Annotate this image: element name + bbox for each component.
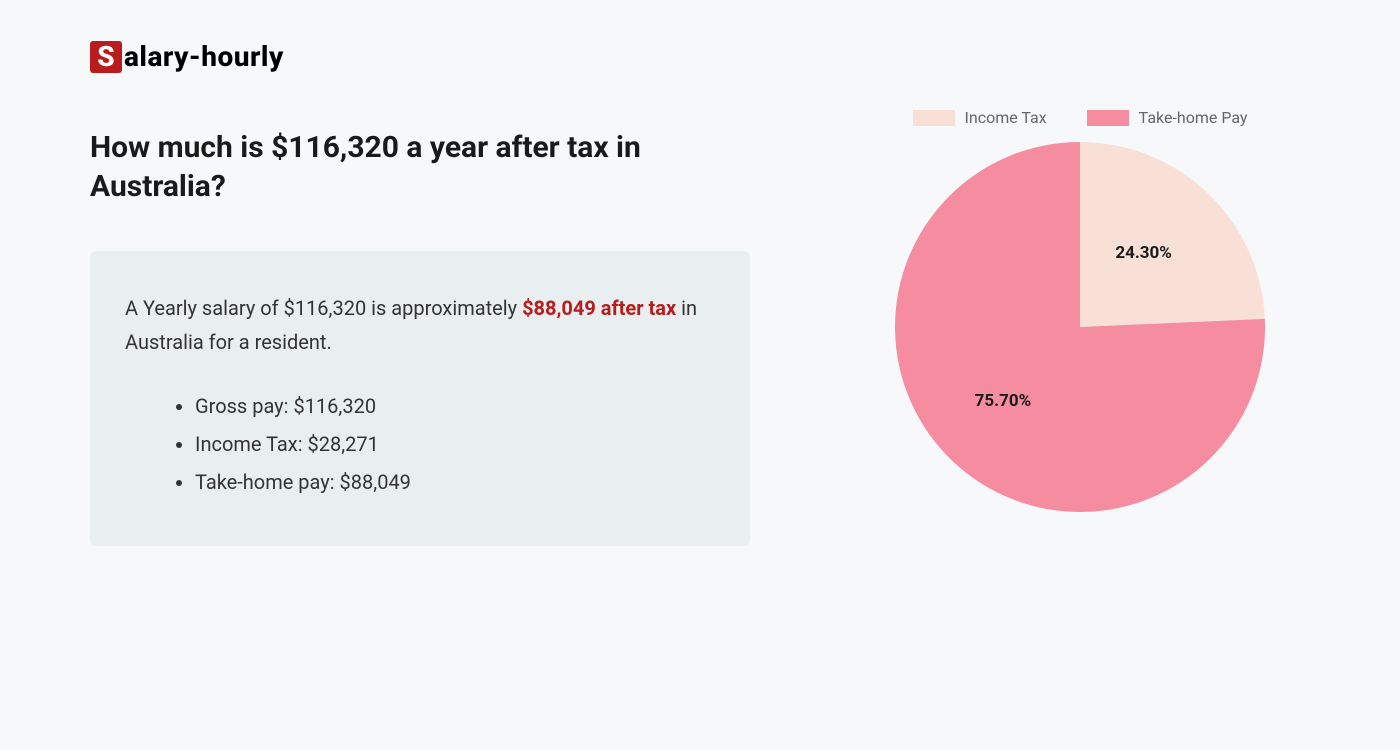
pie-slice [1080,142,1265,327]
summary-box: A Yearly salary of $116,320 is approxima… [90,251,750,546]
summary-sentence: A Yearly salary of $116,320 is approxima… [125,291,715,359]
left-column: How much is $116,320 a year after tax in… [90,128,750,546]
summary-bullets: Gross pay: $116,320 Income Tax: $28,271 … [125,387,715,501]
pie-slice-label: 24.30% [1115,243,1172,263]
legend-item-tax: Income Tax [913,108,1047,127]
bullet-takehome: Take-home pay: $88,049 [195,463,715,501]
legend-swatch-takehome [1087,110,1129,126]
summary-highlight: $88,049 after tax [522,296,676,320]
logo-text: alary-hourly [124,40,284,73]
legend-item-takehome: Take-home Pay [1087,108,1248,127]
main-content: How much is $116,320 a year after tax in… [90,128,1310,546]
pie-chart: 24.30% 75.70% [895,142,1265,512]
bullet-gross: Gross pay: $116,320 [195,387,715,425]
logo-s-badge: S [90,41,122,73]
pie-slice-label: 75.70% [975,391,1032,411]
site-logo: S alary-hourly [90,40,1310,73]
pie-svg [895,142,1265,512]
chart-column: Income Tax Take-home Pay 24.30% 75.70% [870,108,1290,512]
summary-before: A Yearly salary of $116,320 is approxima… [125,296,522,320]
bullet-tax: Income Tax: $28,271 [195,425,715,463]
legend-label-takehome: Take-home Pay [1139,108,1248,127]
page-heading: How much is $116,320 a year after tax in… [90,128,750,206]
legend-label-tax: Income Tax [965,108,1047,127]
chart-legend: Income Tax Take-home Pay [913,108,1248,127]
legend-swatch-tax [913,110,955,126]
